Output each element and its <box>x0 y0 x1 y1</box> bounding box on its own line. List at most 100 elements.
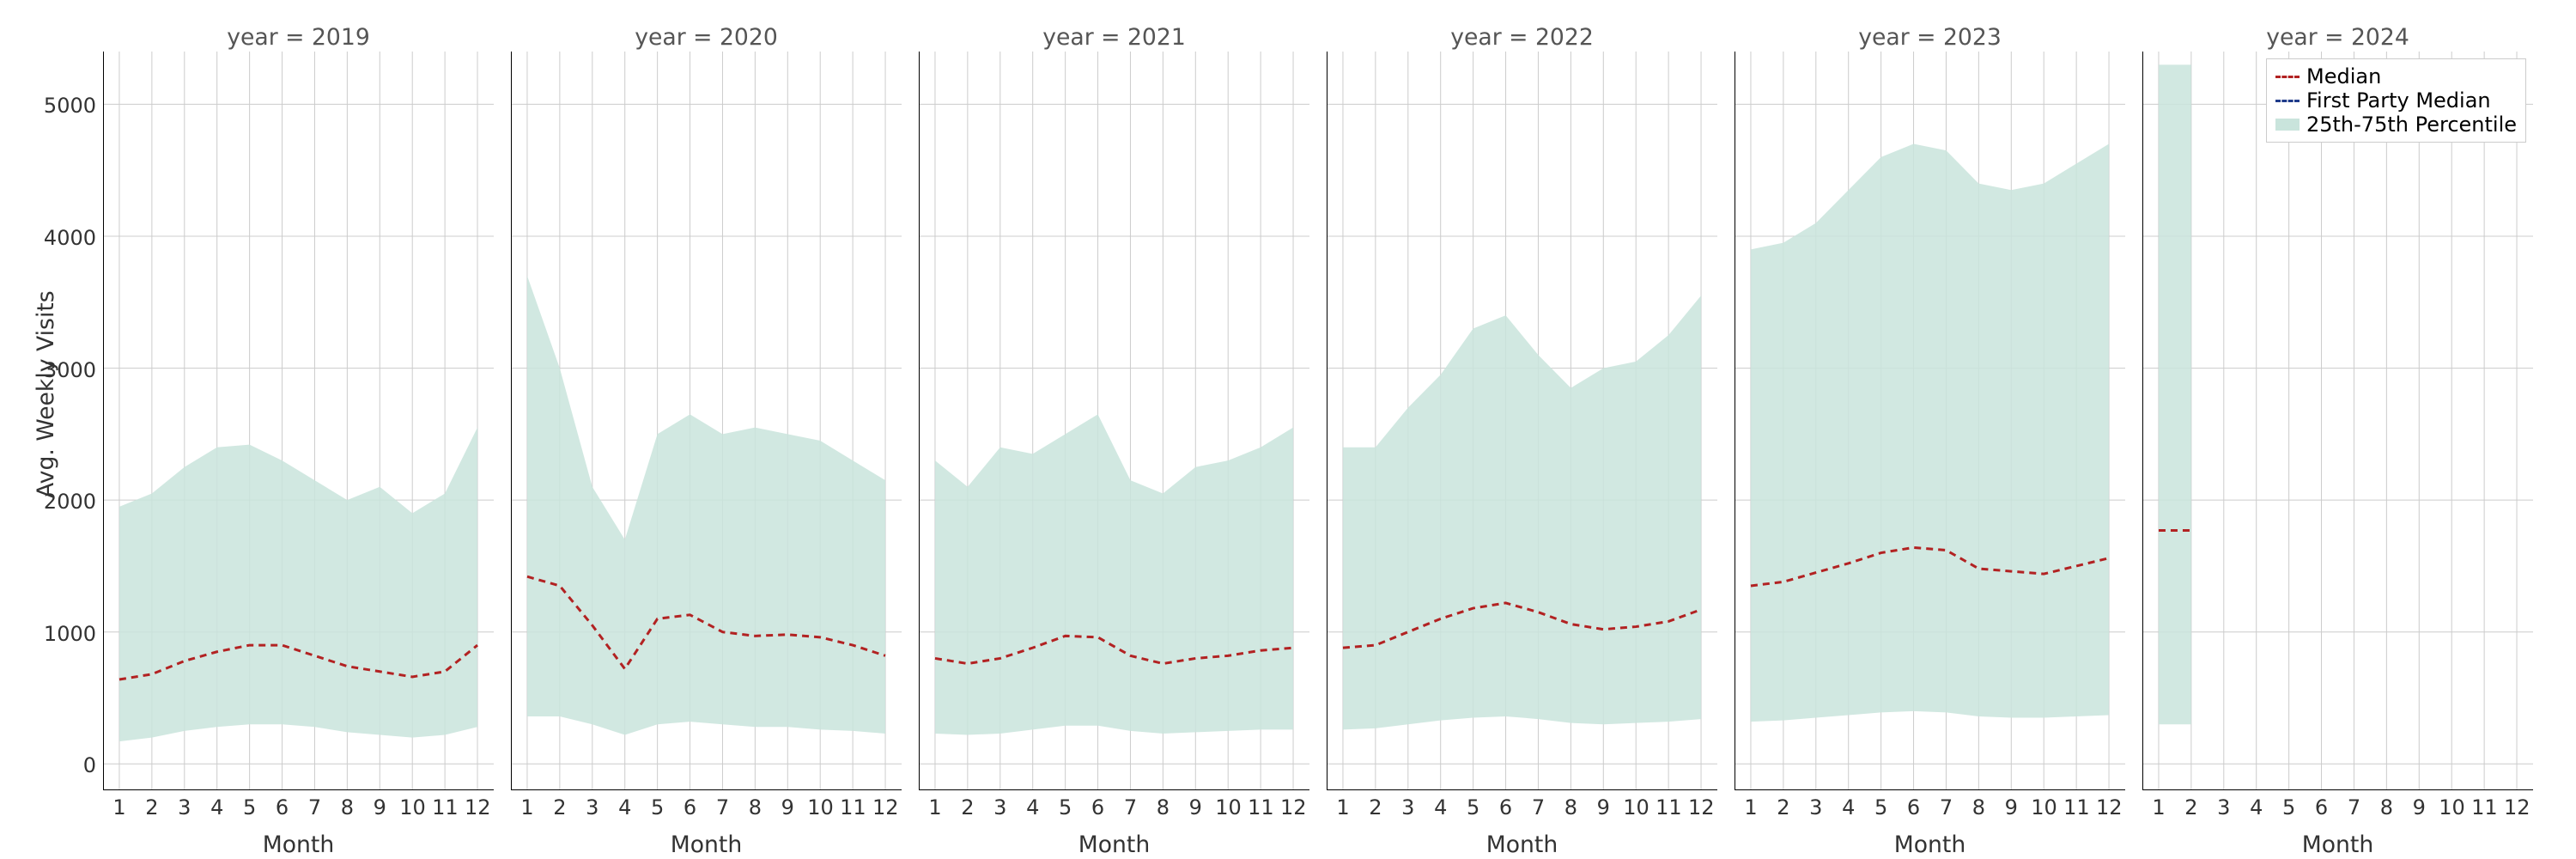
legend-item: Median <box>2275 64 2517 88</box>
x-tick-label: 4 <box>1836 795 1862 819</box>
chart-panel: year = 2024123456789101112MonthMedianFir… <box>2142 52 2533 790</box>
x-tick-label: 1 <box>1738 795 1764 819</box>
x-tick-label: 7 <box>709 795 735 819</box>
y-tick-label: 5000 <box>36 94 96 118</box>
x-tick-label: 4 <box>204 795 230 819</box>
x-tick-label: 2 <box>547 795 573 819</box>
legend-label: Median <box>2306 64 2381 88</box>
x-tick-label: 11 <box>2471 795 2497 819</box>
x-tick-label: 9 <box>1182 795 1208 819</box>
panel-plot <box>1327 52 1717 790</box>
x-tick-label: 2 <box>955 795 981 819</box>
x-tick-label: 9 <box>2406 795 2432 819</box>
x-tick-label: 6 <box>1085 795 1111 819</box>
x-axis-label: Month <box>919 832 1309 858</box>
x-tick-label: 12 <box>1280 795 1306 819</box>
x-tick-label: 7 <box>1933 795 1959 819</box>
x-axis-label: Month <box>1735 832 2125 858</box>
panel-title: year = 2024 <box>2142 24 2533 51</box>
x-axis-label: Month <box>511 832 902 858</box>
y-tick-label: 4000 <box>36 226 96 250</box>
x-tick-label: 5 <box>645 795 671 819</box>
x-axis-label: Month <box>2142 832 2533 858</box>
chart-panel: year = 201912345678910111201000200030004… <box>103 52 494 790</box>
x-tick-label: 5 <box>1868 795 1894 819</box>
percentile-band <box>2159 64 2191 724</box>
x-axis-label: Month <box>103 832 494 858</box>
x-tick-label: 2 <box>139 795 165 819</box>
x-tick-label: 5 <box>2276 795 2302 819</box>
figure: Avg. Weekly Visitsyear = 201912345678910… <box>0 0 2576 859</box>
legend: MedianFirst Party Median25th-75th Percen… <box>2266 58 2526 143</box>
x-tick-label: 5 <box>1053 795 1078 819</box>
panel-plot <box>2142 52 2533 790</box>
x-tick-label: 11 <box>1656 795 1681 819</box>
y-axis-label: Avg. Weekly Visits <box>33 290 59 498</box>
x-tick-label: 3 <box>987 795 1013 819</box>
x-tick-label: 9 <box>1590 795 1616 819</box>
x-tick-label: 5 <box>237 795 263 819</box>
x-tick-label: 3 <box>580 795 605 819</box>
x-tick-label: 9 <box>775 795 800 819</box>
x-tick-label: 7 <box>301 795 327 819</box>
x-tick-label: 3 <box>172 795 197 819</box>
x-tick-label: 2 <box>1363 795 1388 819</box>
x-tick-label: 12 <box>2096 795 2122 819</box>
x-tick-label: 10 <box>1623 795 1649 819</box>
x-tick-label: 10 <box>2439 795 2464 819</box>
panel-title: year = 2021 <box>919 24 1309 51</box>
x-tick-label: 1 <box>1330 795 1356 819</box>
x-tick-label: 3 <box>1803 795 1829 819</box>
y-tick-label: 0 <box>36 753 96 777</box>
legend-line-swatch <box>2275 100 2300 102</box>
x-tick-label: 12 <box>872 795 898 819</box>
x-tick-label: 1 <box>514 795 540 819</box>
x-tick-label: 6 <box>2309 795 2335 819</box>
x-tick-label: 5 <box>1461 795 1486 819</box>
legend-item: 25th-75th Percentile <box>2275 113 2517 137</box>
x-tick-label: 6 <box>270 795 295 819</box>
x-tick-label: 10 <box>399 795 425 819</box>
x-tick-label: 11 <box>840 795 866 819</box>
x-tick-label: 4 <box>2244 795 2269 819</box>
panel-plot <box>1735 52 2125 790</box>
x-tick-label: 12 <box>1688 795 1714 819</box>
x-axis-label: Month <box>1327 832 1717 858</box>
x-tick-label: 1 <box>106 795 132 819</box>
x-tick-label: 4 <box>612 795 638 819</box>
x-tick-label: 7 <box>1117 795 1143 819</box>
x-tick-label: 11 <box>1248 795 1273 819</box>
percentile-band <box>935 414 1293 734</box>
x-tick-label: 10 <box>807 795 833 819</box>
panel-title: year = 2023 <box>1735 24 2125 51</box>
x-tick-label: 11 <box>432 795 458 819</box>
x-tick-label: 7 <box>2341 795 2366 819</box>
chart-panel: year = 2020123456789101112Month <box>511 52 902 790</box>
x-tick-label: 3 <box>1395 795 1421 819</box>
y-tick-label: 2000 <box>36 490 96 514</box>
x-tick-label: 11 <box>2063 795 2089 819</box>
x-tick-label: 1 <box>922 795 948 819</box>
x-tick-label: 3 <box>2211 795 2237 819</box>
panel-title: year = 2019 <box>103 24 494 51</box>
x-tick-label: 8 <box>334 795 360 819</box>
x-tick-label: 8 <box>1965 795 1991 819</box>
chart-panel: year = 2022123456789101112Month <box>1327 52 1717 790</box>
x-tick-label: 12 <box>2504 795 2530 819</box>
x-tick-label: 9 <box>367 795 392 819</box>
x-tick-label: 8 <box>1558 795 1583 819</box>
x-tick-label: 9 <box>1998 795 2024 819</box>
x-tick-label: 2 <box>2178 795 2204 819</box>
x-tick-label: 2 <box>1771 795 1796 819</box>
x-tick-label: 6 <box>1493 795 1519 819</box>
x-tick-label: 10 <box>2031 795 2057 819</box>
legend-fill-swatch <box>2275 119 2300 131</box>
percentile-band <box>1751 144 2109 722</box>
x-tick-label: 7 <box>1525 795 1551 819</box>
x-tick-label: 6 <box>677 795 703 819</box>
x-tick-label: 4 <box>1020 795 1046 819</box>
panel-plot <box>919 52 1309 790</box>
x-tick-label: 12 <box>465 795 490 819</box>
panel-plot <box>103 52 494 790</box>
panel-title: year = 2022 <box>1327 24 1717 51</box>
